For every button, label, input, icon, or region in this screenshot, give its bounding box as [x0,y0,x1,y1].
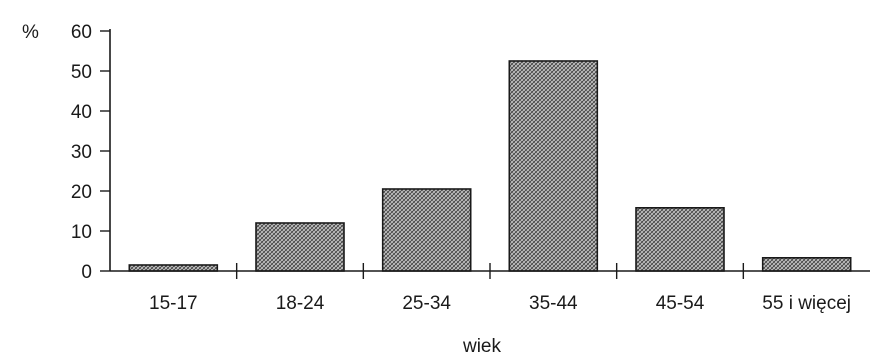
labels-layer: % wiek 0 10 20 30 40 50 60 15-17 18-24 25-34 35-44… [22,22,851,357]
y-tick-label-50: 50 [71,62,92,83]
bar-25-34 [381,188,472,272]
y-tick-label-0: 0 [81,262,92,283]
bar-55-i-więcej [761,256,852,272]
bars-layer [128,60,852,272]
x-tick-label-15-17: 15-17 [149,293,198,314]
y-tick-label-40: 40 [71,102,92,123]
y-axis-title: % [22,22,39,43]
bar-15-17 [128,264,219,272]
x-tick-label-45-54: 45-54 [656,293,705,314]
bar-18-24 [255,222,345,272]
y-tick-label-20: 20 [71,182,92,203]
y-tick-label-10: 10 [71,222,92,243]
x-tick-label-18-24: 18-24 [276,293,325,314]
bar-45-54 [635,207,725,272]
x-tick-label-25-34: 25-34 [402,293,451,314]
axes-layer [100,29,870,279]
bar-35-44 [508,60,599,272]
y-tick-label-60: 60 [71,22,92,43]
x-tick-label-35-44: 35-44 [529,293,578,314]
x-axis-title: wiek [462,336,502,357]
x-tick-label-55-i-więcej: 55 i więcej [762,293,851,314]
y-tick-label-30: 30 [71,142,92,163]
